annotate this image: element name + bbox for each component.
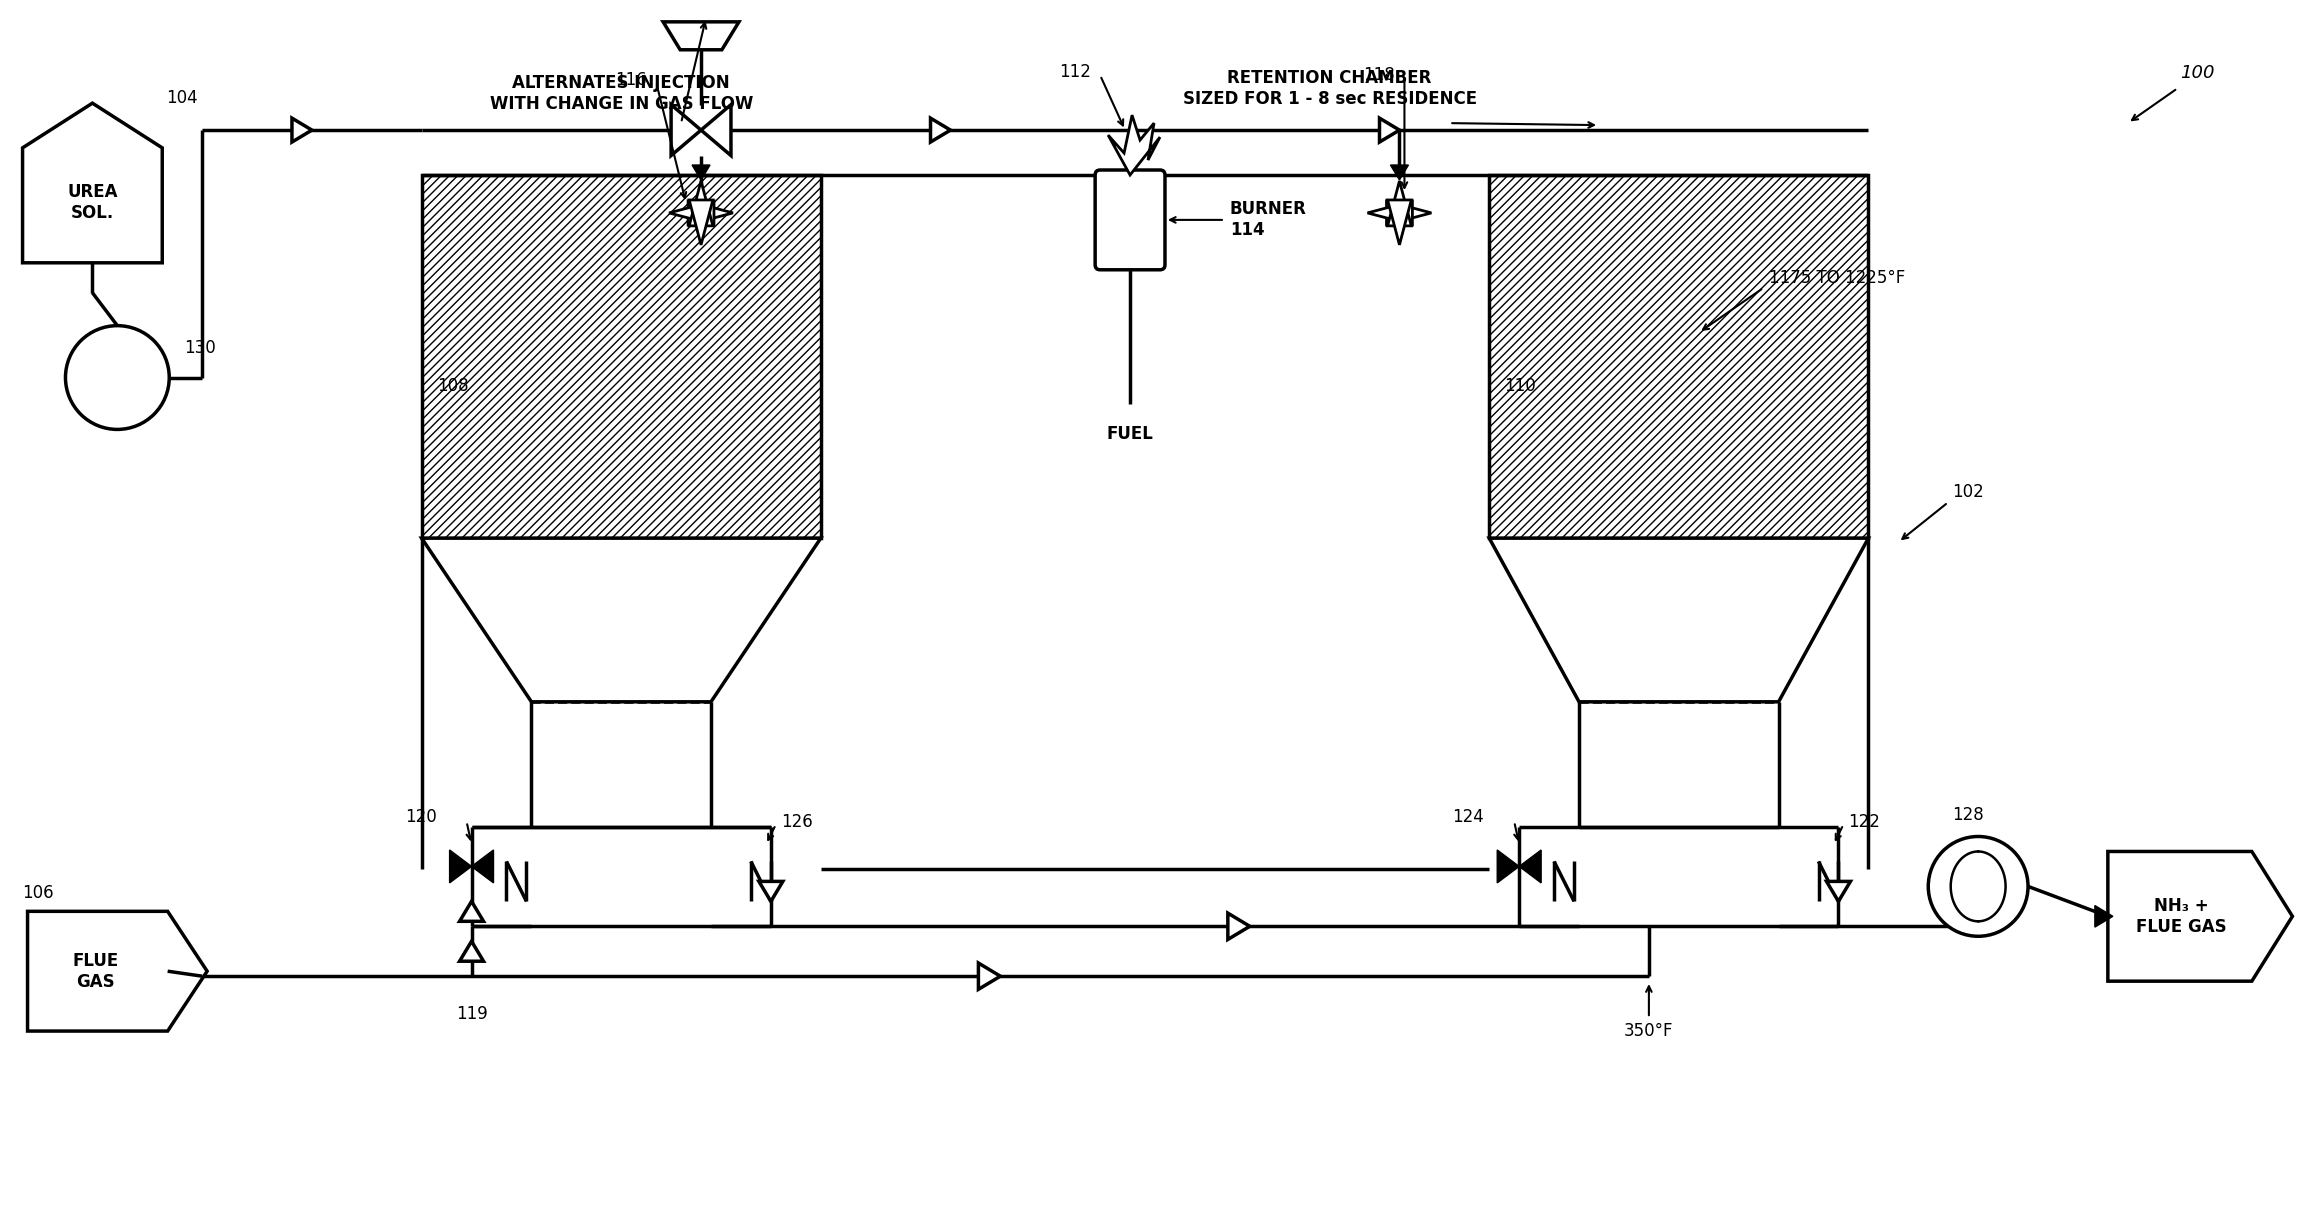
Polygon shape xyxy=(1387,201,1431,224)
Text: FUEL: FUEL xyxy=(1107,425,1153,444)
Text: 116: 116 xyxy=(616,71,646,89)
Polygon shape xyxy=(672,105,702,155)
Text: 104: 104 xyxy=(167,89,197,107)
Text: 106: 106 xyxy=(23,885,53,902)
Polygon shape xyxy=(1519,850,1540,883)
FancyBboxPatch shape xyxy=(1095,170,1165,270)
Polygon shape xyxy=(472,850,493,883)
Polygon shape xyxy=(2096,906,2112,928)
Polygon shape xyxy=(422,538,820,702)
Polygon shape xyxy=(2108,851,2293,981)
Polygon shape xyxy=(1390,165,1408,180)
Polygon shape xyxy=(669,201,713,224)
Polygon shape xyxy=(662,22,739,49)
Text: ALTERNATES INJECTION
WITH CHANGE IN GAS FLOW: ALTERNATES INJECTION WITH CHANGE IN GAS … xyxy=(489,74,753,112)
Polygon shape xyxy=(977,963,1001,989)
Polygon shape xyxy=(1366,201,1413,224)
Text: 350°F: 350°F xyxy=(1624,1023,1674,1040)
Polygon shape xyxy=(292,118,313,142)
Polygon shape xyxy=(688,201,732,224)
Polygon shape xyxy=(931,118,950,142)
Bar xyxy=(1489,175,1869,538)
Polygon shape xyxy=(1489,538,1869,702)
Polygon shape xyxy=(690,181,713,225)
Text: UREA
SOL.: UREA SOL. xyxy=(67,182,118,222)
Polygon shape xyxy=(1380,118,1399,142)
Polygon shape xyxy=(28,912,206,1031)
Polygon shape xyxy=(449,850,472,883)
Text: 102: 102 xyxy=(1952,483,1985,501)
Polygon shape xyxy=(1387,181,1410,225)
Text: 130: 130 xyxy=(185,339,215,356)
Polygon shape xyxy=(690,200,713,245)
Polygon shape xyxy=(459,902,484,922)
Text: 1175 TO 1225°F: 1175 TO 1225°F xyxy=(1769,269,1904,287)
Text: 126: 126 xyxy=(780,813,813,830)
Polygon shape xyxy=(760,881,783,902)
Text: 124: 124 xyxy=(1452,807,1485,825)
Text: 119: 119 xyxy=(456,1005,486,1023)
Text: 108: 108 xyxy=(438,377,468,394)
Polygon shape xyxy=(459,941,484,961)
Text: RETENTION CHAMBER
SIZED FOR 1 - 8 sec RESIDENCE: RETENTION CHAMBER SIZED FOR 1 - 8 sec RE… xyxy=(1183,69,1478,107)
Text: 128: 128 xyxy=(1952,806,1985,823)
Text: 120: 120 xyxy=(405,807,438,825)
Text: 122: 122 xyxy=(1848,813,1881,830)
Bar xyxy=(422,175,820,538)
Polygon shape xyxy=(702,105,732,155)
Text: 110: 110 xyxy=(1503,377,1536,394)
Text: FLUE
GAS: FLUE GAS xyxy=(72,952,118,991)
Polygon shape xyxy=(692,165,711,180)
Text: 118: 118 xyxy=(1364,67,1394,84)
Text: BURNER
114: BURNER 114 xyxy=(1230,201,1306,239)
Polygon shape xyxy=(1827,881,1850,902)
Text: 112: 112 xyxy=(1058,63,1091,81)
Circle shape xyxy=(1929,837,2029,936)
Polygon shape xyxy=(23,103,162,262)
Text: NH₃ +
FLUE GAS: NH₃ + FLUE GAS xyxy=(2135,897,2228,936)
Polygon shape xyxy=(1107,115,1160,175)
Polygon shape xyxy=(1496,850,1519,883)
Polygon shape xyxy=(1387,200,1410,245)
Text: 100: 100 xyxy=(2179,64,2214,83)
Circle shape xyxy=(65,325,169,430)
Polygon shape xyxy=(1227,913,1251,940)
